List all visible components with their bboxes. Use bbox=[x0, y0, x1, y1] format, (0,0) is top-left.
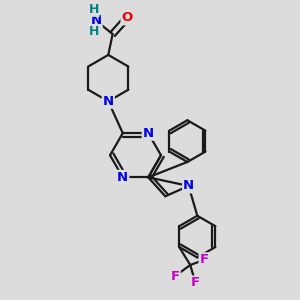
Text: F: F bbox=[171, 269, 180, 283]
Text: N: N bbox=[143, 127, 154, 140]
Text: H: H bbox=[88, 3, 99, 16]
Text: N: N bbox=[91, 14, 102, 27]
Text: N: N bbox=[103, 95, 114, 108]
Text: N: N bbox=[183, 179, 194, 192]
Text: F: F bbox=[200, 253, 209, 266]
Text: H: H bbox=[88, 25, 99, 38]
Text: N: N bbox=[117, 171, 128, 184]
Text: F: F bbox=[191, 277, 200, 290]
Text: O: O bbox=[122, 11, 133, 24]
